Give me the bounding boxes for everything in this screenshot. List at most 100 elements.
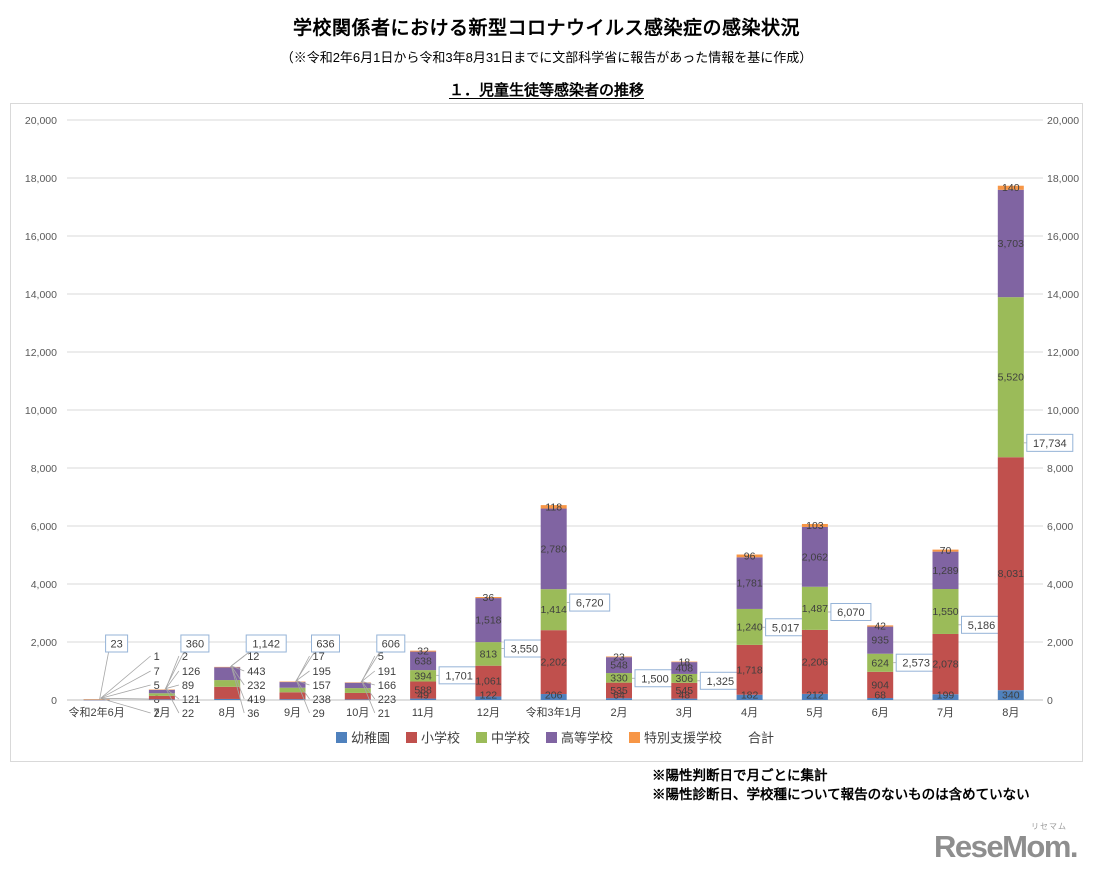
legend-swatch xyxy=(629,732,640,743)
bar-segment xyxy=(214,680,241,687)
bar-value-label: 1,518 xyxy=(475,615,501,627)
total-callout xyxy=(180,634,210,653)
leader-line xyxy=(229,651,250,668)
total-value-label: 1,325 xyxy=(707,676,735,688)
bar-value-label: 36 xyxy=(483,592,495,604)
bar-segment xyxy=(997,185,1024,190)
leader-line xyxy=(100,697,151,714)
bar-value-label: 212 xyxy=(806,690,824,702)
bar-value-label: 1,781 xyxy=(736,578,762,590)
logo-ruby: リセマム xyxy=(1031,822,1067,831)
bar-value-label: 140 xyxy=(1002,182,1020,194)
legend-label: 高等学校 xyxy=(561,731,613,746)
y-axis-label-right: 10,000 xyxy=(1047,405,1079,417)
legend-swatch xyxy=(336,732,347,743)
bar-segment xyxy=(932,589,959,634)
bar-segment xyxy=(606,682,632,699)
bar-value-label: 443 xyxy=(247,666,265,678)
bar-value-label: 103 xyxy=(806,520,824,532)
leader-line xyxy=(100,670,151,699)
leader-line xyxy=(164,651,185,690)
y-axis-label-right: 12,000 xyxy=(1047,347,1079,359)
bar-segment xyxy=(540,589,567,631)
bar-value-label: 18 xyxy=(678,656,690,668)
x-axis-label: 4月 xyxy=(741,707,758,719)
x-axis-label: 11月 xyxy=(412,707,434,719)
bar-value-label: 5 xyxy=(154,680,160,692)
bar-value-label: 121 xyxy=(182,694,200,706)
bar-value-label: 68 xyxy=(874,690,886,702)
bar-segment xyxy=(475,696,502,700)
bar-segment xyxy=(867,626,894,654)
bar-segment xyxy=(148,695,175,700)
y-axis-label-left: 18,000 xyxy=(25,173,57,185)
y-axis-label-left: 6,000 xyxy=(31,521,57,533)
y-axis-label-right: 0 xyxy=(1047,695,1053,707)
bar-segment xyxy=(540,508,567,590)
bar-value-label: 8,031 xyxy=(998,568,1024,580)
bar-value-label: 624 xyxy=(871,657,889,669)
bar-value-label: 935 xyxy=(871,635,889,647)
bar-value-label: 2,078 xyxy=(932,659,958,671)
bar-segment xyxy=(606,673,632,683)
bar-segment xyxy=(279,699,306,700)
y-axis-label-left: 12,000 xyxy=(25,347,57,359)
bar-segment xyxy=(148,699,175,700)
bar-value-label: 126 xyxy=(182,666,200,678)
bar-segment xyxy=(801,526,828,587)
total-value-label: 1,701 xyxy=(445,670,473,682)
y-axis-label-right: 18,000 xyxy=(1047,173,1079,185)
x-axis-label: 5月 xyxy=(806,707,823,719)
resemom-logo: リセマム ReseMom. xyxy=(934,823,1079,863)
bar-value-label: 118 xyxy=(545,501,562,513)
leader-line xyxy=(296,680,310,686)
bar-segment xyxy=(801,523,828,527)
legend-label: 小学校 xyxy=(421,731,460,746)
x-axis-label: 8月 xyxy=(219,707,236,719)
bar-segment xyxy=(736,608,763,645)
bar-value-label: 64 xyxy=(613,690,625,702)
bar-segment xyxy=(475,642,502,666)
total-value-label: 6,070 xyxy=(837,607,865,619)
y-axis-label-left: 4,000 xyxy=(31,579,57,591)
bar-value-label: 42 xyxy=(874,620,886,632)
legend-swatch xyxy=(406,732,417,743)
bar-segment xyxy=(801,693,828,700)
bar-value-label: 23 xyxy=(613,651,625,663)
total-value-label: 1,142 xyxy=(252,639,280,651)
bar-value-label: 5 xyxy=(378,651,384,663)
chart-footnotes: ※陽性判断日で月ごとに集計 ※陽性診断日、学校種について報告のないものは含めてい… xyxy=(652,766,1030,804)
bar-segment xyxy=(867,671,894,699)
bar-segment xyxy=(997,690,1024,700)
bar-value-label: 2,202 xyxy=(541,657,567,669)
bar-value-label: 408 xyxy=(676,663,694,675)
total-value-label: 636 xyxy=(316,639,334,651)
bar-segment xyxy=(475,597,502,599)
total-callout xyxy=(830,602,872,621)
bar-value-label: 195 xyxy=(313,666,331,678)
bar-value-label: 2,206 xyxy=(802,656,828,668)
bar-value-label: 206 xyxy=(545,690,563,702)
bar-segment xyxy=(606,698,632,700)
bar-value-label: 48 xyxy=(678,690,690,702)
total-value-label: 360 xyxy=(186,639,204,651)
section-title: １．児童生徒等感染者の推移 xyxy=(0,79,1093,100)
bar-value-label: 17 xyxy=(313,651,325,663)
leader-line xyxy=(295,651,315,682)
x-axis-label: 令和3年1月 xyxy=(526,705,582,719)
bar-value-label: 22 xyxy=(182,708,194,720)
bar-segment xyxy=(540,630,567,695)
y-axis-label-right: 20,000 xyxy=(1047,115,1079,127)
leader-line xyxy=(230,665,245,686)
bar-segment xyxy=(671,673,698,683)
bar-segment xyxy=(410,681,437,699)
bar-value-label: 588 xyxy=(414,685,432,697)
leader-line xyxy=(165,684,180,689)
bar-value-label: 89 xyxy=(182,680,194,692)
x-axis-label: 3月 xyxy=(676,707,693,719)
bar-segment xyxy=(410,698,437,700)
y-axis-label-left: 16,000 xyxy=(25,231,57,243)
bar-value-label: 535 xyxy=(610,685,628,697)
bar-value-label: 1 xyxy=(154,651,160,663)
